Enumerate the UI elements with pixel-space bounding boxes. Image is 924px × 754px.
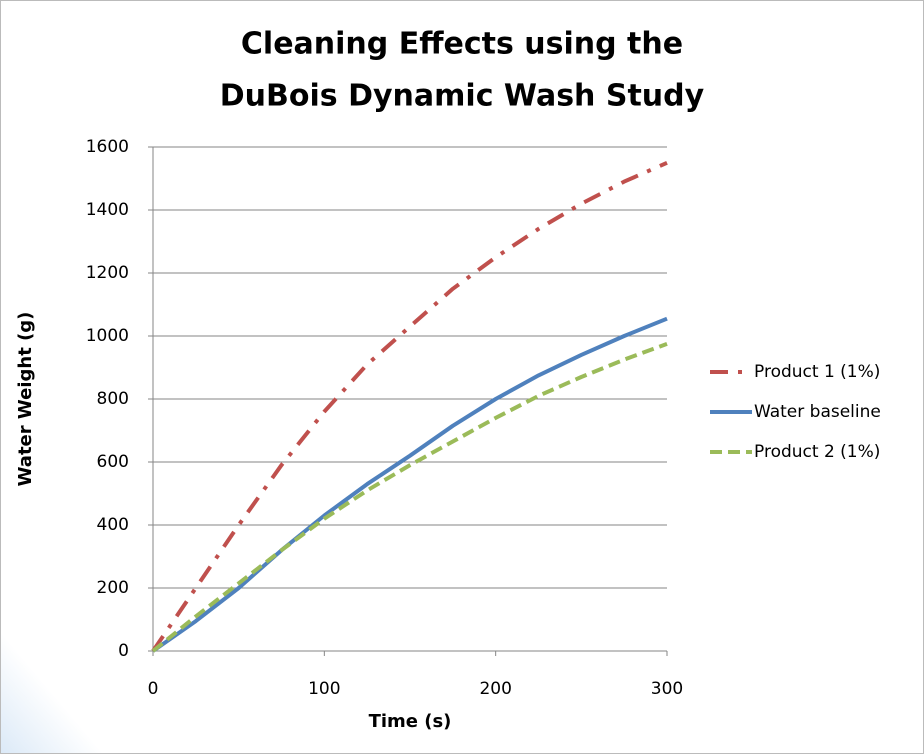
y-tick-label: 800 [97, 389, 129, 409]
data-line [151, 342, 668, 653]
chart-title: DuBois Dynamic Wash Study [220, 79, 705, 114]
y-tick-label: 600 [97, 452, 129, 472]
x-tick-label: 0 [148, 679, 159, 699]
y-tick-label: 1200 [86, 263, 129, 283]
chart-title: Cleaning Effects using the [241, 27, 683, 62]
data-line [151, 316, 668, 653]
y-tick-label: 0 [118, 641, 129, 661]
x-tick-label: 200 [479, 679, 511, 699]
y-tick-label: 1000 [86, 326, 129, 346]
x-axis-label: Time (s) [369, 711, 452, 732]
legend-label: Water baseline [754, 402, 881, 422]
y-axis-label: Water Weight (g) [15, 312, 36, 487]
y-tick-label: 1600 [86, 137, 129, 157]
legend-label: Product 2 (1%) [754, 442, 880, 462]
x-tick-label: 100 [308, 679, 340, 699]
y-tick-label: 400 [97, 515, 129, 535]
y-tick-label: 1400 [86, 200, 129, 220]
legend-label: Product 1 (1%) [754, 362, 880, 382]
y-tick-label: 200 [97, 578, 129, 598]
decoration [0, 600, 130, 754]
x-tick-label: 300 [651, 679, 683, 699]
